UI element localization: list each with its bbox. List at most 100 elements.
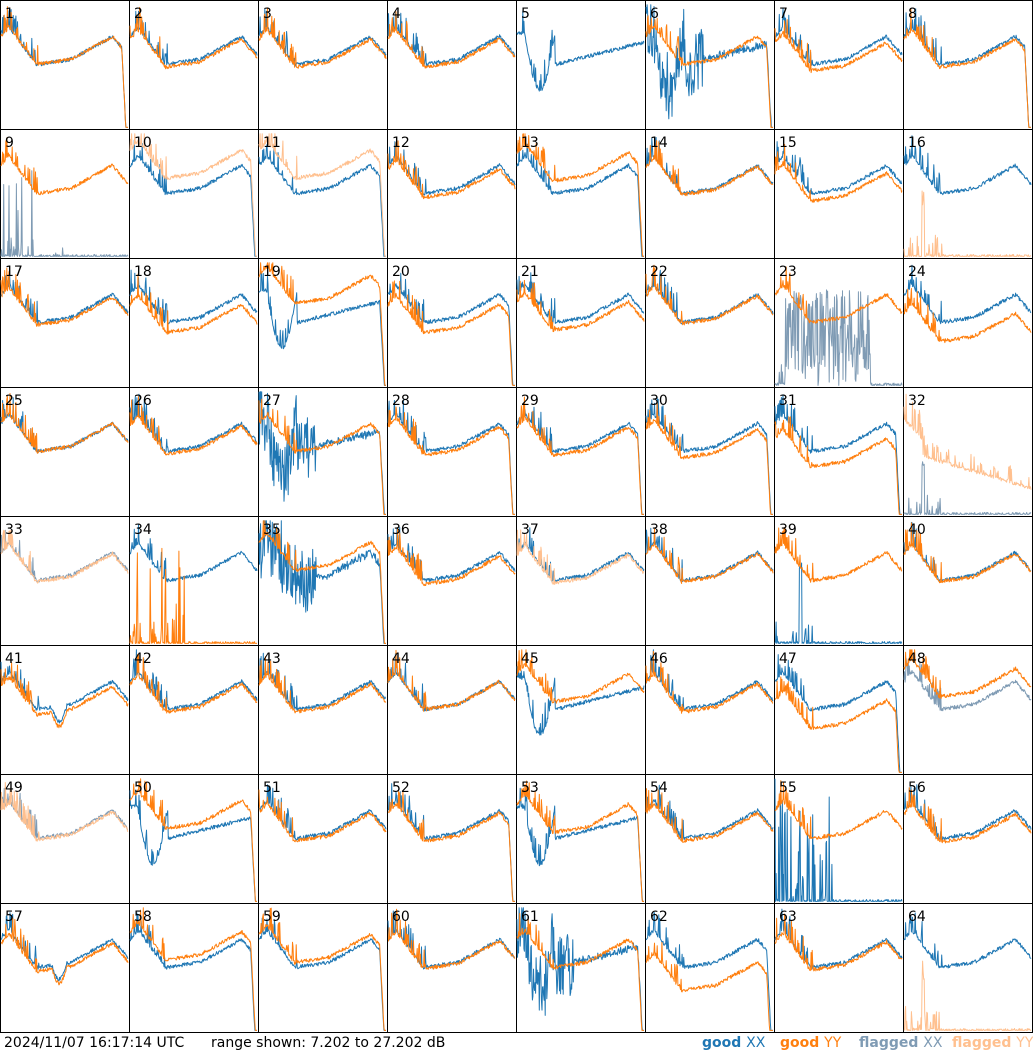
series-flagged-yy-16 — [903, 190, 1032, 257]
panel-frame — [903, 774, 1033, 904]
panel-label-38: 38 — [650, 522, 668, 538]
panel-label-1: 1 — [5, 6, 14, 22]
panel-label-34: 34 — [134, 522, 152, 538]
panel-label-50: 50 — [134, 780, 152, 796]
panel-label-27: 27 — [263, 393, 281, 409]
panel-label-39: 39 — [779, 522, 797, 538]
series-good-yy-55 — [774, 780, 903, 840]
series-flagged-xx-32 — [903, 461, 1032, 515]
panel-frame — [774, 129, 904, 259]
panel-label-57: 57 — [5, 909, 23, 925]
panel-53: 53 — [516, 774, 646, 904]
series-good-yy-29 — [516, 396, 644, 515]
panel-31: 31 — [774, 387, 904, 517]
series-good-xx-10 — [129, 139, 257, 257]
legend-flagged-yy: flagged YY — [952, 1035, 1033, 1051]
series-good-yy-58 — [129, 907, 257, 1031]
panel-label-63: 63 — [779, 909, 797, 925]
panel-frame — [0, 258, 130, 388]
panel-19: 19 — [258, 258, 388, 388]
panel-35: 35 — [258, 516, 388, 646]
panel-label-29: 29 — [521, 393, 539, 409]
panel-frame — [774, 387, 904, 517]
panel-21: 21 — [516, 258, 646, 388]
panel-38: 38 — [645, 516, 775, 646]
panel-46: 46 — [645, 645, 775, 775]
panel-28: 28 — [387, 387, 517, 517]
series-good-yy-8 — [903, 8, 1031, 128]
series-good-yy-18 — [129, 273, 258, 335]
series-good-xx-7 — [774, 7, 903, 67]
panel-label-11: 11 — [263, 135, 281, 151]
panel-label-15: 15 — [779, 135, 797, 151]
legend-good-yy-label: good — [780, 1035, 820, 1051]
panel-label-40: 40 — [908, 522, 926, 538]
panel-29: 29 — [516, 387, 646, 517]
series-good-yy-56 — [903, 787, 1032, 844]
panel-frame — [387, 258, 517, 388]
panel-4: 4 — [387, 0, 517, 130]
panel-frame — [645, 129, 775, 259]
panel-label-9: 9 — [5, 135, 14, 151]
panel-label-59: 59 — [263, 909, 281, 925]
series-good-yy-57 — [0, 917, 129, 986]
panel-48: 48 — [903, 645, 1033, 775]
series-good-yy-59 — [258, 907, 386, 1031]
panel-frame — [258, 258, 388, 388]
series-good-xx-5 — [516, 10, 645, 92]
legend-good-xx: good XX — [702, 1035, 765, 1051]
panel-label-47: 47 — [779, 651, 797, 667]
range-readout: range shown: 7.202 to 27.202 dB — [211, 1035, 446, 1051]
series-good-xx-47 — [774, 654, 902, 773]
series-good-xx-54 — [645, 784, 774, 841]
panel-50: 50 — [129, 774, 259, 904]
series-good-xx-13 — [516, 142, 644, 257]
panel-26: 26 — [129, 387, 259, 517]
series-good-yy-62 — [645, 942, 773, 1031]
panel-label-30: 30 — [650, 393, 668, 409]
series-good-xx-17 — [0, 269, 129, 324]
panel-label-45: 45 — [521, 651, 539, 667]
series-good-xx-58 — [129, 912, 257, 1031]
legend-flagged-xx: flagged XX — [859, 1035, 942, 1051]
panel-59: 59 — [258, 903, 388, 1033]
panel-label-42: 42 — [134, 651, 152, 667]
series-good-yy-40 — [903, 522, 1032, 584]
legend-flagged-xx-pol: XX — [923, 1035, 943, 1051]
series-good-yy-52 — [387, 791, 515, 902]
series-good-yy-17 — [0, 267, 129, 327]
series-good-yy-44 — [387, 649, 516, 712]
panel-60: 60 — [387, 903, 517, 1033]
panel-frame — [0, 387, 130, 517]
panel-label-41: 41 — [5, 651, 23, 667]
panel-62: 62 — [645, 903, 775, 1033]
series-good-xx-39 — [774, 562, 903, 644]
series-good-xx-24 — [903, 264, 1032, 325]
panel-label-21: 21 — [521, 264, 539, 280]
series-flagged-yy-10 — [129, 133, 257, 257]
panel-label-13: 13 — [521, 135, 539, 151]
panel-label-20: 20 — [392, 264, 410, 280]
series-good-yy-36 — [387, 527, 516, 587]
panel-frame — [129, 645, 259, 775]
series-good-yy-2 — [129, 6, 258, 70]
series-flagged-xx-48 — [903, 657, 1032, 712]
panel-frame — [774, 0, 904, 130]
series-good-yy-3 — [258, 7, 387, 69]
panel-55: 55 — [774, 774, 904, 904]
series-flagged-xx-23 — [774, 289, 903, 386]
panel-label-43: 43 — [263, 651, 281, 667]
panel-frame — [129, 258, 259, 388]
series-flagged-yy-37 — [516, 529, 645, 585]
panel-label-48: 48 — [908, 651, 926, 667]
series-good-yy-21 — [516, 279, 645, 333]
legend-good-yy-pol: YY — [824, 1035, 842, 1051]
panel-label-24: 24 — [908, 264, 926, 280]
panel-label-60: 60 — [392, 909, 410, 925]
panel-label-33: 33 — [5, 522, 23, 538]
panel-56: 56 — [903, 774, 1033, 904]
series-good-xx-56 — [903, 784, 1032, 841]
panel-label-16: 16 — [908, 135, 926, 151]
panel-frame — [258, 903, 388, 1033]
